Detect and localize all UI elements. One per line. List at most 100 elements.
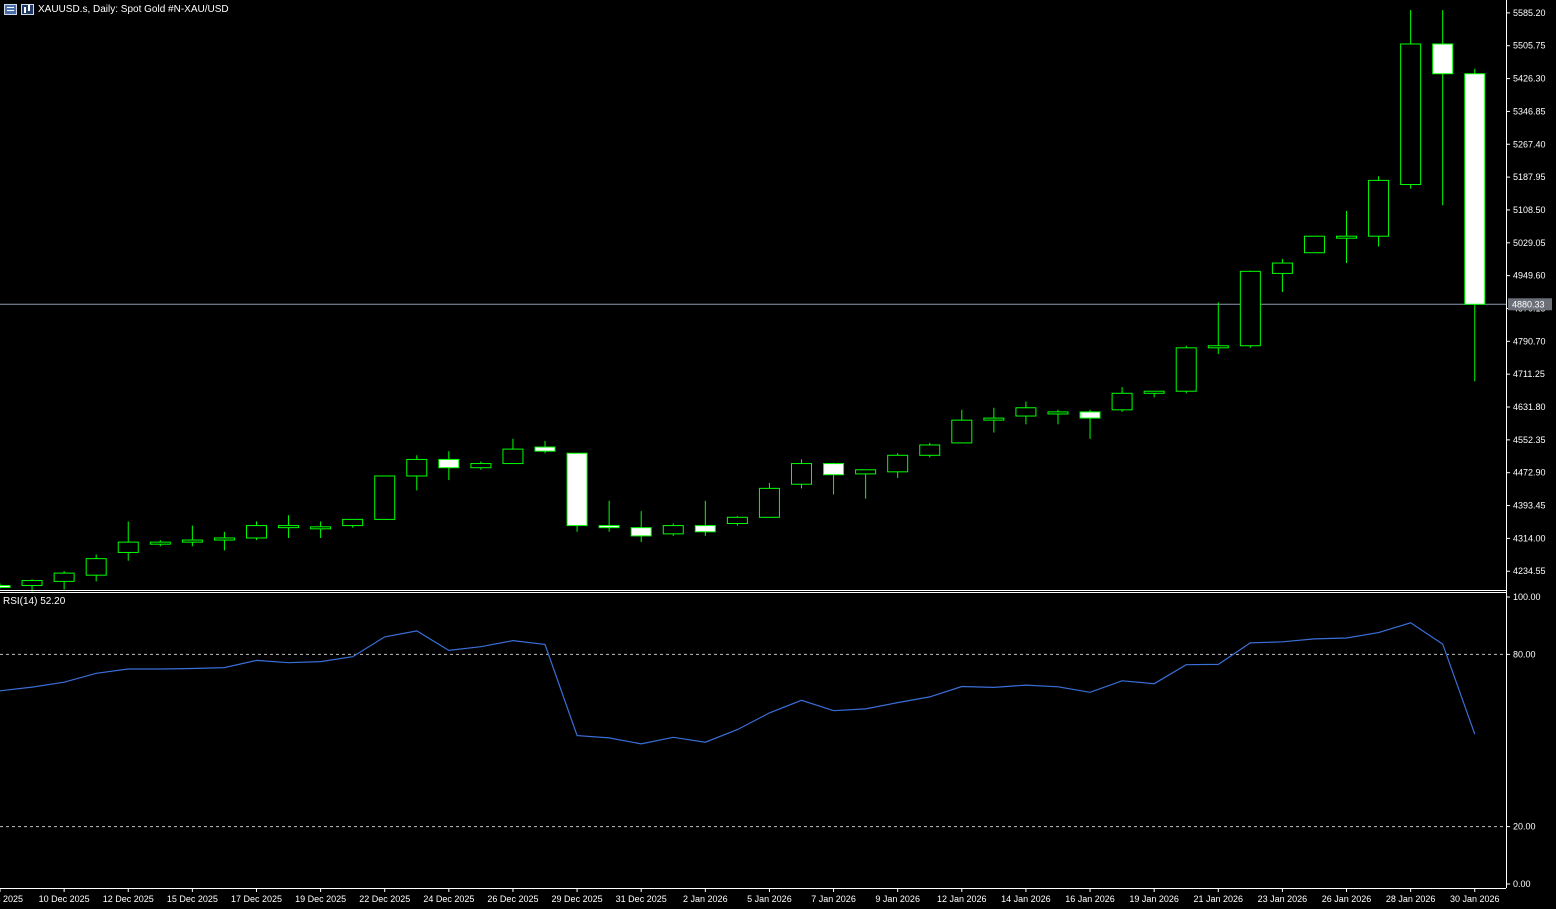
candle-body-bullish[interactable] — [855, 469, 877, 475]
date-tick-label: 29 Dec 2025 — [552, 894, 603, 904]
rsi-indicator-label: RSI(14) 52.20 — [3, 596, 66, 607]
date-tick-label: 24 Dec 2025 — [423, 894, 474, 904]
price-tick-label: 5346.85 — [1513, 106, 1546, 116]
candle-body-bullish[interactable] — [983, 417, 1005, 421]
candle-body-bullish[interactable] — [342, 518, 364, 527]
price-tick-label: 5505.75 — [1513, 41, 1546, 51]
candle-body-bullish[interactable] — [278, 525, 300, 529]
rsi-tick-label: 100.00 — [1513, 592, 1541, 602]
date-tick-label: 28 Jan 2026 — [1386, 894, 1436, 904]
current-price-label: 4880.33 — [1512, 299, 1545, 309]
date-tick-label: 31 Dec 2025 — [616, 894, 667, 904]
price-tick-label: 5029.05 — [1513, 238, 1546, 248]
candle-body-bullish[interactable] — [758, 487, 780, 518]
price-tick-label: 5108.50 — [1513, 205, 1546, 215]
candle-body-bearish[interactable] — [598, 525, 620, 529]
candle-body-bullish[interactable] — [502, 448, 524, 465]
date-tick-label: 30 Jan 2026 — [1450, 894, 1500, 904]
candle-body-bullish[interactable] — [310, 526, 332, 530]
rsi-line[interactable] — [0, 622, 1476, 745]
date-tick-label: 23 Jan 2026 — [1258, 894, 1308, 904]
candle-body-bullish[interactable] — [1336, 235, 1358, 239]
candle-body-bearish[interactable] — [694, 525, 716, 533]
candle-body-bearish[interactable] — [1079, 411, 1101, 419]
candle-body-bearish[interactable] — [534, 446, 556, 452]
current-price-box — [1508, 298, 1552, 311]
date-tick-label: 26 Dec 2025 — [487, 894, 538, 904]
candle-body-bullish[interactable] — [887, 454, 909, 473]
date-tick-label: 9 Jan 2026 — [875, 894, 920, 904]
rsi-tick-label: 20.00 — [1513, 822, 1536, 832]
rsi-tick-label: 0.00 — [1513, 879, 1531, 889]
candle-body-bullish[interactable] — [470, 463, 492, 469]
date-tick-label: 22 Dec 2025 — [359, 894, 410, 904]
price-tick-label: 5585.20 — [1513, 8, 1546, 18]
price-tick-label: 4393.45 — [1513, 501, 1546, 511]
price-tick-label: 4711.25 — [1513, 369, 1545, 379]
candle-body-bearish[interactable] — [823, 463, 845, 476]
date-tick-label: 8 Dec 2025 — [0, 894, 23, 904]
candle-body-bullish[interactable] — [951, 419, 973, 444]
chart-title-bar: XAUUSD.s, Daily: Spot Gold #N-XAU/USD — [4, 2, 229, 16]
candle-body-bearish[interactable] — [566, 452, 588, 527]
rsi-pane[interactable] — [0, 622, 1506, 828]
price-tick-label: 4552.35 — [1513, 435, 1546, 445]
candle-body-bullish[interactable] — [919, 444, 941, 456]
price-tick-label: 4631.80 — [1513, 402, 1546, 412]
candle-body-bullish[interactable] — [1368, 179, 1390, 237]
date-tick-label: 14 Jan 2026 — [1001, 894, 1051, 904]
candle-body-bullish[interactable] — [374, 475, 396, 520]
price-tick-label: 4790.70 — [1513, 336, 1546, 346]
date-tick-label: 15 Dec 2025 — [167, 894, 218, 904]
chart-window-icon[interactable] — [21, 3, 34, 15]
candle-body-bullish[interactable] — [662, 525, 684, 535]
date-tick-label: 21 Jan 2026 — [1194, 894, 1244, 904]
candle-body-bearish[interactable] — [1464, 73, 1486, 305]
candle-body-bullish[interactable] — [1175, 347, 1197, 392]
candle-body-bullish[interactable] — [1239, 270, 1261, 347]
date-tick-label: 19 Dec 2025 — [295, 894, 346, 904]
candle-body-bullish[interactable] — [117, 541, 139, 553]
price-tick-label: 5426.30 — [1513, 74, 1546, 84]
price-tick-label: 5187.95 — [1513, 172, 1546, 182]
date-tick-label: 12 Dec 2025 — [103, 894, 154, 904]
candle-body-bullish[interactable] — [21, 580, 43, 587]
candle-body-bullish[interactable] — [1207, 345, 1229, 349]
date-tick-label: 5 Jan 2026 — [747, 894, 792, 904]
candle-body-bullish[interactable] — [726, 516, 748, 525]
date-tick-label: 19 Jan 2026 — [1129, 894, 1179, 904]
menu-icon[interactable] — [4, 3, 17, 15]
price-tick-label: 4314.00 — [1513, 533, 1546, 543]
date-tick-label: 7 Jan 2026 — [811, 894, 856, 904]
price-tick-label: 4234.55 — [1513, 566, 1546, 576]
candle-body-bearish[interactable] — [1432, 43, 1454, 75]
candle-body-bullish[interactable] — [1271, 262, 1293, 274]
candle-body-bearish[interactable] — [0, 585, 11, 589]
candle-body-bullish[interactable] — [1111, 392, 1133, 411]
candle-body-bullish[interactable] — [1400, 43, 1422, 186]
candle-body-bearish[interactable] — [630, 527, 652, 537]
candle-body-bullish[interactable] — [149, 541, 171, 545]
candle-body-bullish[interactable] — [1047, 411, 1069, 415]
candle-body-bullish[interactable] — [1143, 390, 1165, 394]
candle-body-bullish[interactable] — [406, 458, 428, 477]
candle-body-bullish[interactable] — [53, 572, 75, 582]
candle-body-bullish[interactable] — [791, 463, 812, 485]
date-tick-label: 16 Jan 2026 — [1065, 894, 1115, 904]
candle-body-bullish[interactable] — [1015, 407, 1037, 417]
candle-body-bullish[interactable] — [245, 525, 267, 539]
price-pane[interactable] — [0, 10, 1506, 592]
chart-title: XAUUSD.s, Daily: Spot Gold #N-XAU/USD — [38, 3, 229, 15]
price-tick-label: 4949.60 — [1513, 271, 1546, 281]
rsi-tick-label: 80.00 — [1513, 649, 1536, 659]
price-tick-label: 4472.90 — [1513, 468, 1546, 478]
price-tick-label: 5267.40 — [1513, 139, 1546, 149]
date-tick-label: 2 Jan 2026 — [683, 894, 728, 904]
candle-body-bearish[interactable] — [438, 458, 460, 469]
candle-body-bullish[interactable] — [181, 539, 203, 543]
candle-body-bullish[interactable] — [1303, 235, 1325, 254]
candle-body-bullish[interactable] — [213, 537, 235, 541]
candle-body-bullish[interactable] — [85, 558, 107, 576]
